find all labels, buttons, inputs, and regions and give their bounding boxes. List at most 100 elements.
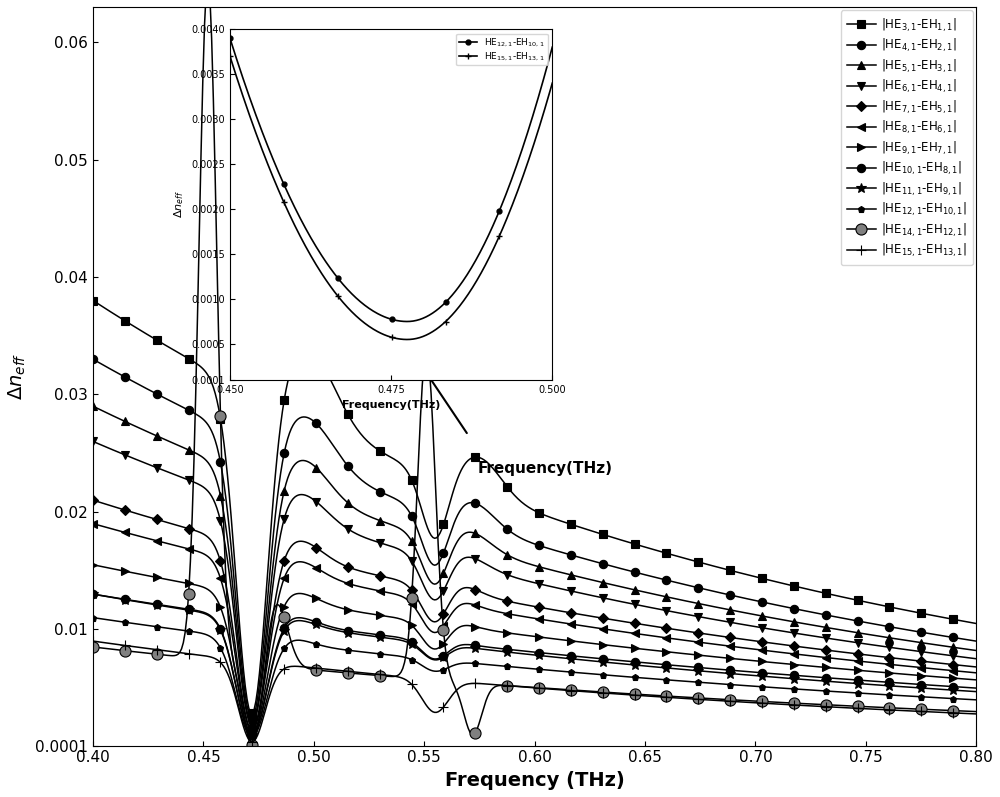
$|$HE$_{5,1}$-EH$_{3,1}$$|$ bbox=[614, 582, 626, 591]
$|$HE$_{4,1}$-EH$_{2,1}$$|$ bbox=[567, 551, 579, 560]
$|$HE$_{5,1}$-EH$_{3,1}$$|$ bbox=[567, 571, 579, 580]
$|$HE$_{7,1}$-EH$_{5,1}$$|$ bbox=[246, 724, 258, 734]
Line: $|$HE$_{4,1}$-EH$_{2,1}$$|$: $|$HE$_{4,1}$-EH$_{2,1}$$|$ bbox=[89, 355, 980, 722]
$|$HE$_{12,1}$-EH$_{10,1}$$|$ bbox=[246, 732, 258, 741]
$|$HE$_{7,1}$-EH$_{5,1}$$|$ bbox=[970, 662, 982, 672]
$|$HE$_{10,1}$-EH$_{8,1}$$|$ bbox=[508, 646, 520, 655]
$|$HE$_{3,1}$-EH$_{1,1}$$|$ bbox=[567, 520, 579, 530]
$|$HE$_{5,1}$-EH$_{3,1}$$|$ bbox=[951, 643, 963, 653]
$|$HE$_{9,1}$-EH$_{7,1}$$|$ bbox=[813, 662, 825, 672]
Line: $|$HE$_{9,1}$-EH$_{7,1}$$|$: $|$HE$_{9,1}$-EH$_{7,1}$$|$ bbox=[89, 560, 980, 737]
$|$HE$_{3,1}$-EH$_{1,1}$$|$ bbox=[970, 618, 982, 628]
$|$HE$_{9,1}$-EH$_{7,1}$$|$ bbox=[246, 728, 258, 738]
$|$HE$_{9,1}$-EH$_{7,1}$$|$ bbox=[87, 560, 99, 570]
Line: $|$HE$_{7,1}$-EH$_{5,1}$$|$: $|$HE$_{7,1}$-EH$_{5,1}$$|$ bbox=[90, 497, 980, 733]
$|$HE$_{12,1}$-EH$_{10,1}$$|$ bbox=[87, 613, 99, 622]
$|$HE$_{7,1}$-EH$_{5,1}$$|$ bbox=[951, 660, 963, 669]
$|$HE$_{12,1}$-EH$_{10,1}$$|$ bbox=[508, 662, 520, 672]
$|$HE$_{11,1}$-EH$_{9,1}$$|$ bbox=[951, 685, 963, 695]
$|$HE$_{11,1}$-EH$_{9,1}$$|$ bbox=[246, 730, 258, 740]
$|$HE$_{11,1}$-EH$_{9,1}$$|$ bbox=[614, 659, 626, 669]
$|$HE$_{12,1}$-EH$_{10,1}$$|$ bbox=[951, 694, 963, 704]
$|$HE$_{9,1}$-EH$_{7,1}$$|$ bbox=[514, 630, 526, 639]
$|$HE$_{3,1}$-EH$_{1,1}$$|$ bbox=[813, 587, 825, 596]
$|$HE$_{7,1}$-EH$_{5,1}$$|$ bbox=[87, 496, 99, 505]
$|$HE$_{12,1}$-EH$_{10,1}$$|$ bbox=[514, 663, 526, 673]
$|$HE$_{8,1}$-EH$_{6,1}$$|$ bbox=[246, 726, 258, 736]
$|$HE$_{14,1}$-EH$_{12,1}$$|$ bbox=[246, 740, 258, 750]
$|$HE$_{10,1}$-EH$_{8,1}$$|$ bbox=[514, 646, 526, 655]
$|$HE$_{8,1}$-EH$_{6,1}$$|$ bbox=[951, 666, 963, 676]
Legend: $|$HE$_{3,1}$-EH$_{1,1}$$|$, $|$HE$_{4,1}$-EH$_{2,1}$$|$, $|$HE$_{5,1}$-EH$_{3,1: $|$HE$_{3,1}$-EH$_{1,1}$$|$, $|$HE$_{4,1… bbox=[841, 10, 973, 265]
Line: $|$HE$_{3,1}$-EH$_{1,1}$$|$: $|$HE$_{3,1}$-EH$_{1,1}$$|$ bbox=[89, 296, 980, 717]
$|$HE$_{5,1}$-EH$_{3,1}$$|$ bbox=[246, 718, 258, 728]
$|$HE$_{14,1}$-EH$_{12,1}$$|$ bbox=[568, 685, 580, 695]
$|$HE$_{12,1}$-EH$_{10,1}$$|$ bbox=[970, 695, 982, 705]
$|$HE$_{10,1}$-EH$_{8,1}$$|$ bbox=[970, 683, 982, 693]
$|$HE$_{12,1}$-EH$_{10,1}$$|$ bbox=[813, 685, 825, 695]
$|$HE$_{9,1}$-EH$_{7,1}$$|$ bbox=[508, 629, 520, 638]
$|$HE$_{11,1}$-EH$_{9,1}$$|$ bbox=[87, 589, 99, 599]
$|$HE$_{10,1}$-EH$_{8,1}$$|$ bbox=[87, 589, 99, 599]
Line: $|$HE$_{12,1}$-EH$_{10,1}$$|$: $|$HE$_{12,1}$-EH$_{10,1}$$|$ bbox=[90, 614, 980, 740]
$|$HE$_{14,1}$-EH$_{12,1}$$|$ bbox=[814, 700, 826, 709]
$|$HE$_{15,1}$-EH$_{13,1}$$|$ bbox=[567, 686, 579, 696]
$|$HE$_{11,1}$-EH$_{9,1}$$|$ bbox=[567, 654, 579, 664]
$|$HE$_{3,1}$-EH$_{1,1}$$|$ bbox=[87, 296, 99, 305]
$|$HE$_{15,1}$-EH$_{13,1}$$|$ bbox=[614, 689, 626, 699]
$|$HE$_{4,1}$-EH$_{2,1}$$|$ bbox=[246, 713, 258, 723]
$|$HE$_{10,1}$-EH$_{8,1}$$|$ bbox=[614, 656, 626, 665]
$|$HE$_{7,1}$-EH$_{5,1}$$|$ bbox=[508, 598, 520, 607]
$|$HE$_{7,1}$-EH$_{5,1}$$|$ bbox=[614, 616, 626, 626]
$|$HE$_{4,1}$-EH$_{2,1}$$|$ bbox=[614, 563, 626, 573]
Line: $|$HE$_{8,1}$-EH$_{6,1}$$|$: $|$HE$_{8,1}$-EH$_{6,1}$$|$ bbox=[89, 520, 980, 735]
$|$HE$_{14,1}$-EH$_{12,1}$$|$ bbox=[970, 707, 982, 717]
$|$HE$_{9,1}$-EH$_{7,1}$$|$ bbox=[614, 642, 626, 651]
$|$HE$_{10,1}$-EH$_{8,1}$$|$ bbox=[246, 730, 258, 740]
$|$HE$_{12,1}$-EH$_{10,1}$$|$ bbox=[614, 671, 626, 681]
$|$HE$_{8,1}$-EH$_{6,1}$$|$ bbox=[508, 611, 520, 620]
$|$HE$_{6,1}$-EH$_{4,1}$$|$ bbox=[970, 654, 982, 664]
$|$HE$_{15,1}$-EH$_{13,1}$$|$ bbox=[813, 701, 825, 711]
$|$HE$_{8,1}$-EH$_{6,1}$$|$ bbox=[614, 626, 626, 636]
X-axis label: Frequency (THz): Frequency (THz) bbox=[445, 771, 624, 790]
Line: $|$HE$_{11,1}$-EH$_{9,1}$$|$: $|$HE$_{11,1}$-EH$_{9,1}$$|$ bbox=[88, 589, 981, 740]
$|$HE$_{3,1}$-EH$_{1,1}$$|$ bbox=[514, 496, 526, 505]
$|$HE$_{3,1}$-EH$_{1,1}$$|$ bbox=[508, 490, 520, 500]
$|$HE$_{11,1}$-EH$_{9,1}$$|$ bbox=[813, 676, 825, 685]
$|$HE$_{8,1}$-EH$_{6,1}$$|$ bbox=[567, 619, 579, 629]
$|$HE$_{4,1}$-EH$_{2,1}$$|$ bbox=[970, 636, 982, 646]
Line: $|$HE$_{6,1}$-EH$_{4,1}$$|$: $|$HE$_{6,1}$-EH$_{4,1}$$|$ bbox=[89, 438, 980, 729]
$|$HE$_{3,1}$-EH$_{1,1}$$|$ bbox=[614, 535, 626, 544]
Line: $|$HE$_{5,1}$-EH$_{3,1}$$|$: $|$HE$_{5,1}$-EH$_{3,1}$$|$ bbox=[89, 402, 980, 727]
$|$HE$_{3,1}$-EH$_{1,1}$$|$ bbox=[246, 709, 258, 718]
$|$HE$_{6,1}$-EH$_{4,1}$$|$ bbox=[813, 632, 825, 642]
$|$HE$_{5,1}$-EH$_{3,1}$$|$ bbox=[508, 554, 520, 563]
$|$HE$_{9,1}$-EH$_{7,1}$$|$ bbox=[951, 673, 963, 683]
$|$HE$_{4,1}$-EH$_{2,1}$$|$ bbox=[514, 532, 526, 542]
$|$HE$_{10,1}$-EH$_{8,1}$$|$ bbox=[951, 682, 963, 692]
$|$HE$_{6,1}$-EH$_{4,1}$$|$ bbox=[514, 574, 526, 583]
Text: Frequency(THz): Frequency(THz) bbox=[477, 461, 612, 477]
$|$HE$_{11,1}$-EH$_{9,1}$$|$ bbox=[970, 687, 982, 697]
$|$HE$_{7,1}$-EH$_{5,1}$$|$ bbox=[813, 645, 825, 654]
$|$HE$_{15,1}$-EH$_{13,1}$$|$ bbox=[87, 636, 99, 646]
$|$HE$_{4,1}$-EH$_{2,1}$$|$ bbox=[87, 355, 99, 364]
$|$HE$_{11,1}$-EH$_{9,1}$$|$ bbox=[508, 648, 520, 658]
$|$HE$_{15,1}$-EH$_{13,1}$$|$ bbox=[951, 709, 963, 718]
$|$HE$_{14,1}$-EH$_{12,1}$$|$ bbox=[87, 642, 99, 652]
$|$HE$_{15,1}$-EH$_{13,1}$$|$ bbox=[246, 737, 258, 747]
$|$HE$_{7,1}$-EH$_{5,1}$$|$ bbox=[567, 608, 579, 618]
$|$HE$_{15,1}$-EH$_{13,1}$$|$ bbox=[970, 709, 982, 719]
$|$HE$_{3,1}$-EH$_{1,1}$$|$ bbox=[951, 615, 963, 625]
$|$HE$_{15,1}$-EH$_{13,1}$$|$ bbox=[508, 681, 520, 691]
$|$HE$_{4,1}$-EH$_{2,1}$$|$ bbox=[508, 529, 520, 539]
$|$HE$_{8,1}$-EH$_{6,1}$$|$ bbox=[970, 668, 982, 677]
$|$HE$_{4,1}$-EH$_{2,1}$$|$ bbox=[813, 609, 825, 618]
$|$HE$_{12,1}$-EH$_{10,1}$$|$ bbox=[567, 667, 579, 677]
Line: $|$HE$_{10,1}$-EH$_{8,1}$$|$: $|$HE$_{10,1}$-EH$_{8,1}$$|$ bbox=[89, 590, 980, 739]
$|$HE$_{14,1}$-EH$_{12,1}$$|$ bbox=[510, 681, 522, 691]
$|$HE$_{8,1}$-EH$_{6,1}$$|$ bbox=[813, 652, 825, 662]
$|$HE$_{11,1}$-EH$_{9,1}$$|$ bbox=[514, 649, 526, 658]
$|$HE$_{10,1}$-EH$_{8,1}$$|$ bbox=[567, 651, 579, 661]
